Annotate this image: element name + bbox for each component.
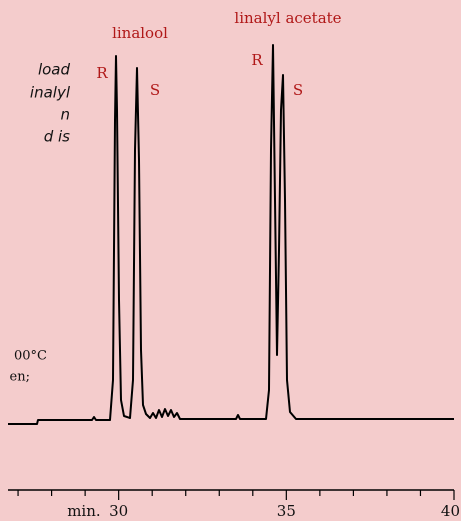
note: d is — [44, 128, 70, 146]
x-axis-label: min. — [67, 502, 100, 520]
note: inalyl — [30, 84, 71, 102]
condition: en; — [10, 370, 30, 385]
x-tick-label: 30 — [109, 502, 128, 520]
note: n — [60, 106, 70, 124]
note: load — [38, 61, 71, 79]
peak-label: R — [251, 51, 263, 69]
x-tick-label: 40 — [441, 502, 460, 520]
trace — [8, 44, 454, 425]
x-tick-label: 35 — [277, 502, 296, 520]
peak-group-label: linalool — [112, 24, 168, 42]
condition: 00°C — [14, 349, 47, 364]
peak-group-label: linalyl acetate — [234, 9, 341, 27]
peak-label: S — [293, 81, 303, 99]
peak-label: S — [150, 81, 160, 99]
peak-label: R — [96, 64, 108, 82]
